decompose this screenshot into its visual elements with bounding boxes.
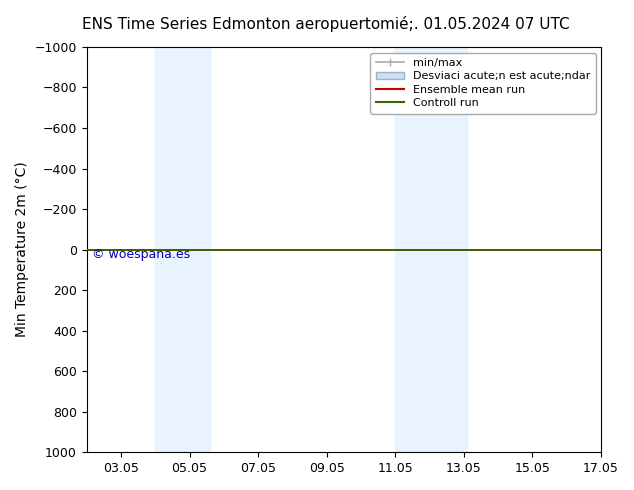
- Legend: min/max, Desviaci acute;n est acute;ndar, Ensemble mean run, Controll run: min/max, Desviaci acute;n est acute;ndar…: [370, 52, 595, 114]
- Bar: [395, 47, 467, 452]
- Text: mié;. 01.05.2024 07 UTC: mié;. 01.05.2024 07 UTC: [380, 17, 570, 32]
- Text: © woespana.es: © woespana.es: [92, 247, 190, 261]
- Bar: [155, 47, 210, 452]
- Y-axis label: Min Temperature 2m (°C): Min Temperature 2m (°C): [15, 162, 29, 338]
- Text: ENS Time Series Edmonton aeropuerto: ENS Time Series Edmonton aeropuerto: [82, 17, 380, 32]
